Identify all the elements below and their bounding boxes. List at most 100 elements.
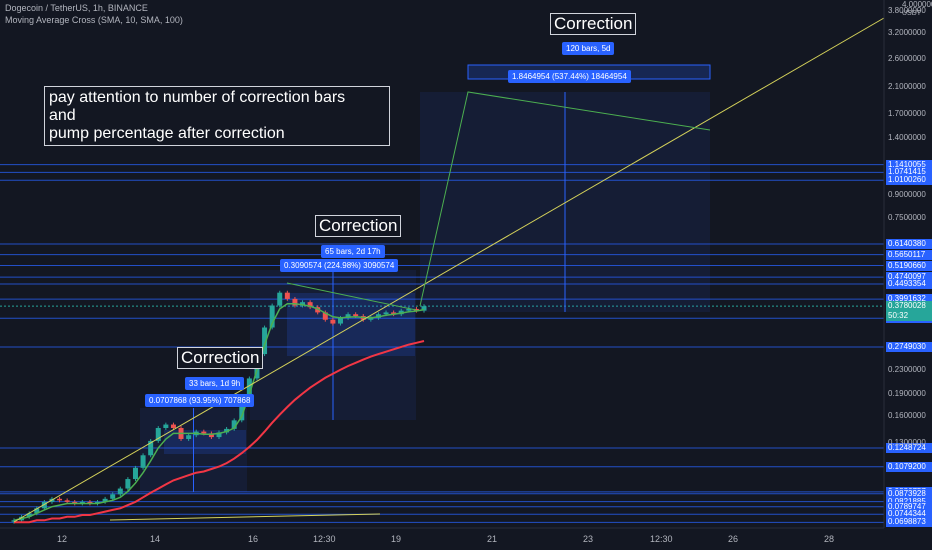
time-tick: 12:30: [650, 534, 673, 544]
c3-bars-tooltip: 120 bars, 5d: [562, 42, 615, 55]
time-tick: 23: [582, 534, 593, 544]
candle-body: [368, 317, 374, 320]
level-price-tag: 0.6140380: [886, 239, 932, 250]
price-tick: 2.6000000: [888, 54, 926, 64]
candle-body: [337, 317, 343, 324]
note-line-2: and: [49, 107, 76, 124]
time-tick: 26: [727, 534, 738, 544]
candle-body: [383, 312, 389, 315]
candle-body: [208, 433, 214, 438]
note-line-3: pump percentage after correction: [49, 125, 285, 142]
candle-body: [315, 307, 321, 313]
level-price-tag: 0.5650117: [886, 249, 932, 260]
c1-bars-tooltip: 33 bars, 1d 9h: [185, 377, 245, 390]
price-tick: 1.7000000: [888, 108, 926, 118]
candle-body: [246, 378, 252, 405]
price-tick: 3.8000000: [888, 5, 926, 15]
level-price-tag: 0.0789747: [886, 501, 932, 512]
time-tick: 14: [149, 534, 160, 544]
time-tick: 12: [56, 534, 67, 544]
time-tick: 16: [247, 534, 258, 544]
price-tick: 0.7500000: [888, 213, 926, 223]
level-price-tag: 1.0741415: [886, 167, 932, 178]
candle-body: [345, 314, 351, 318]
candle-body: [216, 432, 222, 438]
time-tick: 12:30: [313, 534, 336, 544]
candle-body: [110, 494, 116, 499]
candle-body: [163, 424, 169, 429]
candle-body: [170, 424, 176, 429]
candle-body: [140, 455, 146, 468]
candle-body: [330, 319, 336, 324]
candle-body: [117, 488, 123, 495]
note-box: pay attention to number of correction ba…: [44, 86, 390, 146]
level-price-tag: 0.0744344: [886, 509, 932, 520]
price-tick: 0.9000000: [888, 190, 926, 200]
price-tick: 2.1000000: [888, 81, 926, 91]
candle-body: [262, 327, 268, 355]
candle-body: [64, 500, 70, 502]
candle-body: [201, 431, 207, 434]
sma-10-line: [13, 303, 425, 522]
time-tick: 19: [390, 534, 401, 544]
correction-label-3[interactable]: Correction: [550, 13, 637, 35]
level-price-tag: 0.0873928: [886, 488, 932, 499]
price-tick: 0.1600000: [888, 411, 926, 421]
base-line: [109, 513, 381, 521]
price-tick: 0.1300000: [888, 437, 926, 447]
level-price-tag: 1.1410055: [886, 159, 932, 170]
candle-body: [269, 305, 275, 328]
candle-body: [186, 435, 192, 439]
candle-body: [353, 314, 359, 317]
correction-label-2[interactable]: Correction: [315, 215, 402, 237]
c3-pump-tooltip: 1.8464954 (537.44%) 18464954: [508, 70, 631, 83]
level-price-tag: 0.0698873: [886, 517, 932, 528]
level-price-tag: 0.3991632: [886, 294, 932, 305]
bar-countdown: 50:32: [886, 311, 932, 322]
candle-body: [34, 508, 40, 514]
candle-body: [284, 292, 290, 299]
candle-body: [307, 302, 313, 308]
price-tick: 1.4000000: [888, 133, 926, 143]
candle-body: [79, 501, 85, 504]
level-price-tag: 0.2749030: [886, 341, 932, 352]
level-price-tag: 0.4493354: [886, 279, 932, 290]
c2-pump-tooltip: 0.3090574 (224.98%) 3090574: [280, 259, 399, 272]
candle-body: [155, 428, 161, 441]
candle-body: [224, 428, 230, 433]
candle-body: [231, 420, 237, 429]
level-price-tag: 0.4740097: [886, 272, 932, 283]
price-tick: 3.2000000: [888, 27, 926, 37]
candle-body: [87, 501, 93, 504]
candle-body: [300, 302, 306, 306]
price-tick: 0.2300000: [888, 364, 926, 374]
symbol-title: Dogecoin / TetherUS, 1h, BINANCE: [5, 3, 148, 13]
candle-body: [148, 440, 154, 456]
c2-bars-tooltip: 65 bars, 2d 17h: [321, 245, 385, 258]
level-price-tag: 1.0100260: [886, 175, 932, 186]
candle-body: [95, 501, 101, 504]
correction-range-box: [287, 293, 415, 356]
level-price-tag: 0.1079200: [886, 461, 932, 472]
time-tick: 21: [486, 534, 497, 544]
correction-label-1[interactable]: Correction: [177, 347, 264, 369]
trendline: [13, 17, 885, 523]
indicator-title: Moving Average Cross (SMA, 10, SMA, 100): [5, 15, 183, 25]
candle-body: [239, 404, 245, 421]
price-unit: USDT: [902, 10, 922, 17]
candle-body: [421, 306, 427, 311]
candle-body: [413, 308, 419, 311]
projection-arrow: [419, 91, 711, 307]
candle-body: [125, 479, 131, 489]
candle-body: [41, 501, 47, 509]
candle-body: [11, 520, 17, 522]
correction-path: [286, 282, 417, 311]
note-line-1: pay attention to number of correction ba…: [49, 89, 346, 106]
sma-100-line: [14, 340, 425, 524]
c1-pump-tooltip: 0.0707868 (93.95%) 707868: [145, 394, 255, 407]
candle-body: [72, 501, 78, 504]
current-price-tag: 0.3780028: [886, 301, 932, 312]
candle-body: [406, 308, 412, 311]
